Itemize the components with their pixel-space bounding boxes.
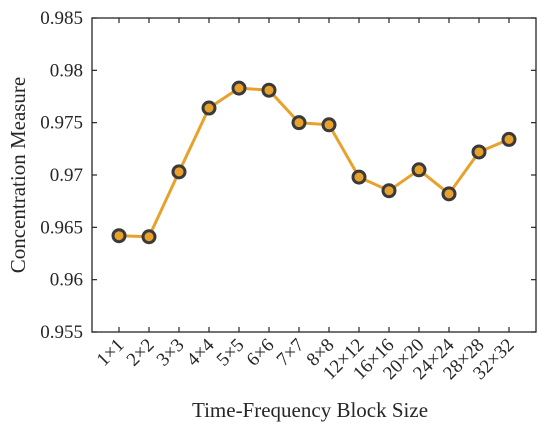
y-tick-label: 0.985 bbox=[40, 8, 83, 29]
data-point bbox=[111, 228, 127, 244]
data-point bbox=[171, 164, 187, 180]
data-point bbox=[141, 229, 157, 245]
x-tick-label: 5×5 bbox=[213, 335, 249, 371]
y-tick-label: 0.98 bbox=[50, 60, 83, 81]
x-tick-label: 3×3 bbox=[153, 335, 189, 371]
y-axis-title: Concentration Measure bbox=[6, 77, 30, 274]
y-tick-label: 0.955 bbox=[40, 322, 83, 343]
y-tick-label: 0.975 bbox=[40, 113, 83, 134]
x-axis-ticks: 1×12×23×34×45×56×67×78×812×1216×1620×202… bbox=[93, 18, 519, 384]
data-point bbox=[351, 169, 367, 185]
data-layer bbox=[111, 80, 517, 245]
x-tick-label: 6×6 bbox=[243, 335, 279, 371]
x-tick-label: 2×2 bbox=[123, 335, 159, 371]
data-point bbox=[321, 117, 337, 133]
data-point bbox=[231, 80, 247, 96]
data-point bbox=[261, 82, 277, 98]
axes-box bbox=[91, 17, 537, 333]
x-tick-label: 7×7 bbox=[273, 335, 309, 371]
y-tick-label: 0.96 bbox=[50, 270, 83, 291]
series-line bbox=[118, 86, 510, 239]
y-tick-label: 0.97 bbox=[50, 165, 83, 186]
x-tick-label: 4×4 bbox=[183, 334, 219, 370]
data-point bbox=[411, 162, 427, 178]
data-point bbox=[201, 100, 217, 116]
y-tick-label: 0.965 bbox=[40, 217, 83, 238]
y-axis-ticks: 0.955 0.96 0.965 0.97 0.975 0.98 0.985 bbox=[40, 8, 536, 343]
plot-area bbox=[91, 17, 537, 333]
data-point bbox=[471, 144, 487, 160]
data-point bbox=[381, 183, 397, 199]
data-point bbox=[501, 131, 517, 147]
data-point bbox=[291, 115, 307, 131]
x-axis-title: Time-Frequency Block Size bbox=[192, 398, 428, 422]
data-point bbox=[441, 186, 457, 202]
x-tick-label: 1×1 bbox=[93, 335, 129, 371]
